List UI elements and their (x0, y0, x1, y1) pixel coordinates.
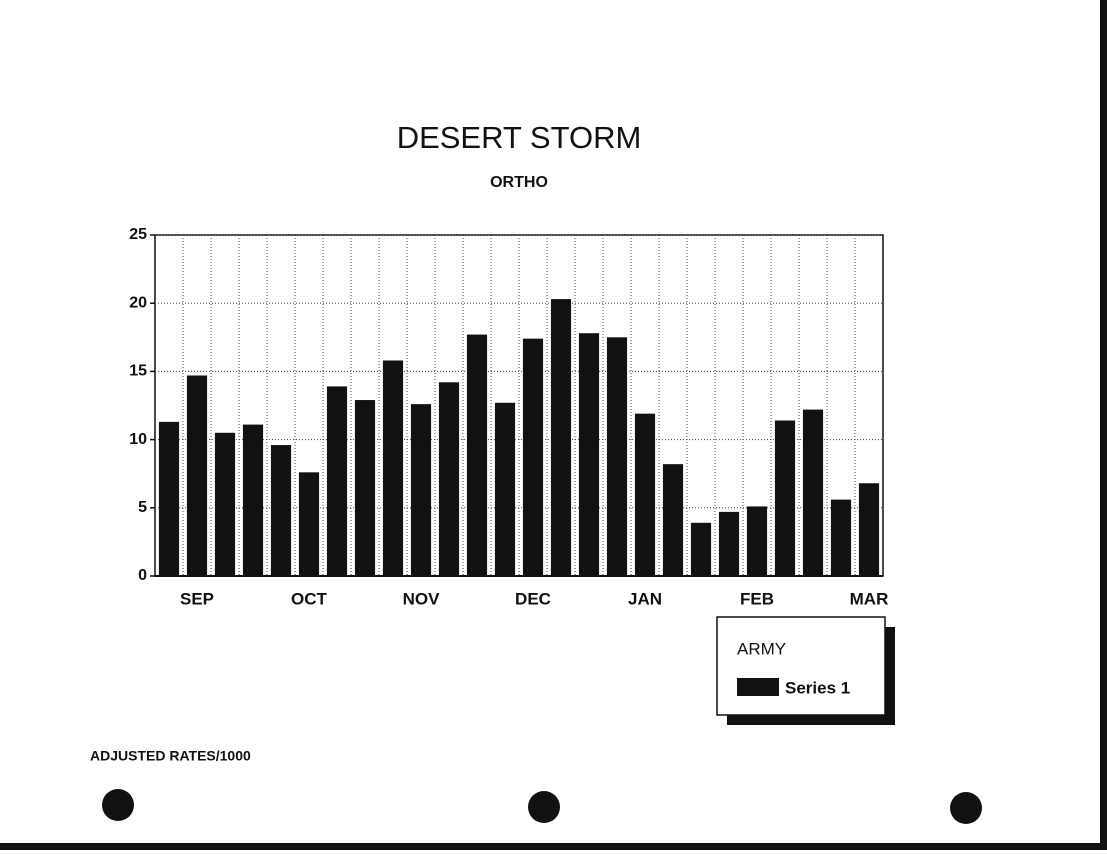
page-edge (0, 843, 1107, 850)
bar (326, 386, 348, 576)
x-tick-label: NOV (403, 589, 441, 608)
bar (550, 299, 572, 576)
bar (410, 404, 432, 576)
bar (466, 334, 488, 576)
punch-hole (950, 792, 982, 824)
bar (522, 338, 544, 576)
punch-hole (102, 789, 134, 821)
x-tick-label: DEC (515, 589, 551, 608)
x-tick-label: JAN (628, 589, 662, 608)
bar (606, 337, 628, 576)
y-tick-label: 10 (129, 431, 147, 448)
legend (716, 616, 886, 716)
bar (774, 420, 796, 576)
legend-swatch (737, 678, 779, 696)
y-tick-label: 25 (129, 226, 147, 243)
x-tick-label: SEP (180, 589, 214, 608)
bar (830, 499, 852, 576)
punch-hole (528, 791, 560, 823)
bar (858, 483, 880, 576)
bar (662, 464, 684, 576)
y-tick-label: 0 (138, 567, 147, 584)
x-tick-label: OCT (291, 589, 328, 608)
bar (270, 445, 292, 576)
bar (186, 375, 208, 576)
bar (634, 413, 656, 576)
page-edge (1100, 0, 1107, 850)
bar (382, 360, 404, 576)
y-tick-label: 20 (129, 294, 147, 311)
legend-label: Series 1 (785, 678, 850, 697)
y-tick-label: 5 (138, 499, 147, 516)
bar (214, 432, 236, 576)
bar (578, 333, 600, 576)
footnote: ADJUSTED RATES/1000 (90, 748, 251, 764)
bar (802, 409, 824, 576)
bar (354, 400, 376, 576)
bar (690, 522, 712, 576)
bar (438, 382, 460, 576)
chart-subtitle: ORTHO (490, 174, 548, 191)
bar (158, 421, 180, 576)
y-tick-label: 15 (129, 363, 147, 380)
legend-title: ARMY (737, 639, 786, 658)
bar (494, 402, 516, 576)
chart-title: DESERT STORM (397, 120, 642, 155)
bar (746, 506, 768, 576)
bar (242, 424, 264, 576)
x-tick-label: FEB (740, 589, 774, 608)
bar (718, 511, 740, 576)
x-tick-label: MAR (850, 589, 889, 608)
bar (298, 472, 320, 576)
